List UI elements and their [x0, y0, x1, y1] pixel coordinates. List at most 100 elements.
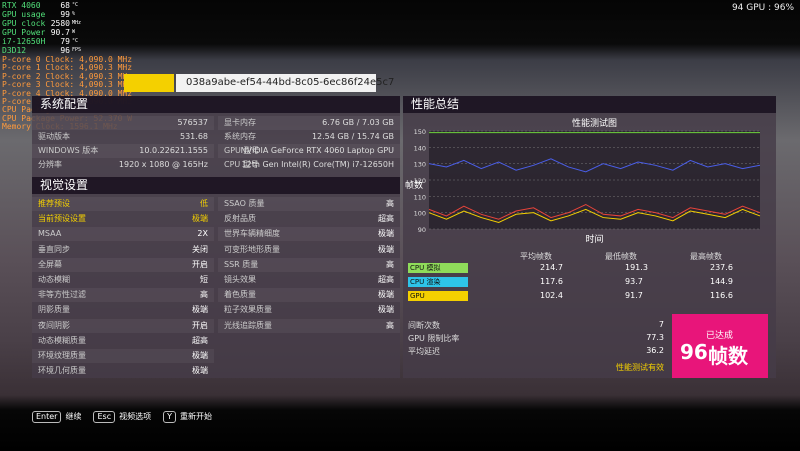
setting-row: SSAO 质量 高 — [218, 197, 400, 211]
osd-sensor: GPU usage 99% — [2, 10, 80, 19]
row-value: 极端 — [192, 351, 208, 360]
row-value: 关闭 — [192, 244, 208, 254]
fps-value: 214.7 — [540, 263, 563, 272]
badge-fps: 96 — [680, 340, 708, 364]
row-label: 着色质量 — [224, 290, 256, 300]
setting-row: 分辨率 1920 x 1080 @ 165Hz — [32, 158, 214, 172]
result-badge: 已达成 96 帧数 — [672, 314, 768, 378]
osd-sensor: GPU clock 2580 MHz — [2, 19, 82, 28]
setting-row: 着色质量 极端 — [218, 288, 400, 303]
row-label: 非等方性过滤 — [38, 290, 86, 300]
y-tick-label: 100 — [414, 210, 426, 218]
y-tick-label: 120 — [414, 177, 426, 185]
osd-label: RTX 4060 — [2, 1, 41, 10]
row-label: MSAA — [38, 229, 62, 239]
column-header: 最低帧数 — [605, 252, 637, 261]
row-label: 光线追踪质量 — [224, 320, 272, 330]
stat-label: GPU 限制比率 — [408, 334, 460, 343]
row-value: 极端 — [378, 229, 394, 239]
osd-unit: W — [72, 29, 76, 35]
fps-value: 93.7 — [625, 277, 643, 286]
stat-value: 36.2 — [646, 346, 664, 355]
row-value: 10.0.22621.1555 — [139, 146, 208, 155]
row-badge: CPU 渲染 — [408, 277, 468, 287]
row-label: 动态模糊 — [38, 275, 70, 284]
osd-value: 68 — [60, 1, 70, 10]
section-header: 系统配置 — [32, 96, 400, 113]
row-value: 高 — [386, 320, 394, 330]
key-action: 继续 — [65, 412, 82, 421]
badge-unit: 帧数 — [708, 344, 748, 368]
key-hint[interactable]: Enter — [32, 411, 62, 423]
stat-label: 间断次数 — [408, 321, 440, 330]
osd-line: P-core 3 Clock: 4,090.3 MHz — [2, 80, 133, 90]
stat-value: 77.3 — [646, 333, 664, 342]
key-hint[interactable]: Esc — [93, 411, 116, 423]
row-label: 动态模糊质量 — [38, 335, 86, 345]
chart-title: 性能测试图 — [572, 117, 617, 129]
osd-label: i7-12650H — [2, 37, 46, 46]
y-axis-label: 帧数 — [405, 179, 423, 191]
setting-row: 粒子效果质量 极端 — [218, 303, 400, 317]
row-value: 高 — [386, 199, 394, 208]
setting-row: WINDOWS 版本 10.0.22621.1555 — [32, 144, 214, 158]
setting-row: GPU 型号 NVIDIA GeForce RTX 4060 Laptop GPU — [218, 144, 400, 158]
row-value: 12th Gen Intel(R) Core(TM) i7-12650H — [241, 160, 394, 169]
setting-row: MSAA 2X — [32, 227, 214, 242]
row-value: 极端 — [378, 244, 394, 254]
row-label: GPU 型号 — [224, 146, 260, 155]
setting-row: 可变形地形质量 极端 — [218, 243, 400, 257]
row-label: 夜间阴影 — [38, 320, 70, 330]
row-label: 全屏幕 — [38, 259, 62, 269]
row-label: 世界车辆精细度 — [224, 229, 280, 239]
fps-value: 237.6 — [710, 263, 733, 272]
osd-value: 79 — [60, 37, 70, 46]
row-value: 超高 — [192, 335, 208, 345]
fps-value: 144.9 — [710, 277, 733, 286]
row-value: 高 — [386, 259, 394, 269]
row-value: 极端 — [192, 214, 208, 224]
key-hint[interactable]: Y — [163, 411, 176, 423]
row-value: 576537 — [177, 118, 208, 127]
series-line — [428, 208, 761, 223]
setting-row: 推荐预设 低 — [32, 197, 214, 211]
setting-row: 夜间阴影 开启 — [32, 318, 214, 333]
row-value: 531.68 — [180, 132, 208, 141]
benchmark-id: 038a9abe-ef54-44bd-8c05-6ec86f24e5c7 — [176, 74, 394, 92]
x-axis-label: 时间 — [585, 233, 603, 245]
row-label: 垂直同步 — [38, 244, 70, 254]
row-value: 超高 — [378, 214, 394, 224]
row-label: 推荐预设 — [38, 199, 70, 208]
row-label: 阴影质量 — [38, 305, 70, 315]
osd-sensor: D3D12 96 FPS — [2, 46, 81, 55]
setting-row: 动态模糊 短 — [32, 273, 214, 287]
setting-row: 非等方性过滤 高 — [32, 288, 214, 303]
osd-unit: MHz — [72, 20, 82, 26]
row-label: 反射品质 — [224, 214, 256, 224]
row-value: 极端 — [378, 290, 394, 300]
row-value: 6.76 GB / 7.03 GB — [322, 118, 394, 127]
setting-row: CPU 型号 12th Gen Intel(R) Core(TM) i7-1265… — [218, 158, 400, 172]
row-label: 粒子效果质量 — [224, 305, 272, 315]
series-line — [428, 158, 761, 173]
section-header: 性能总结 — [403, 96, 776, 113]
row-value: 2X — [197, 229, 208, 239]
left-panel — [32, 96, 400, 378]
fps-value: 91.7 — [625, 291, 643, 300]
row-label: WINDOWS 版本 — [38, 146, 99, 155]
osd-value: 96 — [60, 46, 70, 55]
status: 性能测试有效 — [616, 363, 664, 372]
osd-line: P-core 2 Clock: 4,090.3 MHz — [2, 71, 133, 81]
column-header: 最高帧数 — [690, 252, 722, 261]
setting-row: 动态模糊质量 超高 — [32, 334, 214, 348]
osd-sensor: RTX 4060 68 °C — [2, 1, 80, 10]
setting-row: 阴影质量 极端 — [32, 303, 214, 317]
osd-value: 99 — [60, 10, 70, 19]
footer: Enter 继续 Esc 视频选项 Y 重新开始 — [32, 411, 224, 423]
key-action: 重新开始 — [180, 412, 212, 421]
setting-row: 系统内存 12.54 GB / 15.74 GB — [218, 130, 400, 144]
osd-label: GPU Power — [2, 28, 46, 37]
row-label: 系统内存 — [224, 132, 256, 141]
setting-row: 显卡内存 6.76 GB / 7.03 GB — [218, 116, 400, 130]
